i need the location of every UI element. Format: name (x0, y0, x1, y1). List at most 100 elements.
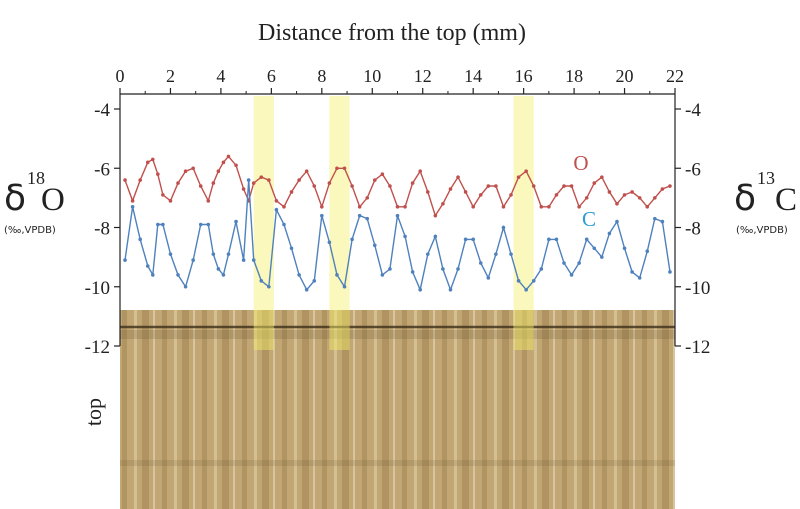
x-tick-label: 18 (565, 66, 583, 86)
data-point-C (600, 255, 604, 259)
data-point-C (335, 273, 339, 277)
data-point-C (441, 267, 445, 271)
data-point-O (198, 184, 203, 188)
data-point-C (433, 234, 438, 239)
data-point-C (547, 237, 551, 242)
data-point-C (183, 284, 188, 289)
data-point-C (216, 267, 221, 271)
data-point-C (463, 237, 468, 242)
data-point-C (516, 279, 521, 283)
data-point-O (562, 184, 566, 188)
data-point-O (304, 169, 309, 174)
data-point-C (241, 258, 246, 262)
y-left-tick-label: -12 (85, 337, 110, 358)
data-point-C (539, 267, 544, 271)
data-point-O (403, 204, 407, 209)
data-point-O (320, 204, 324, 209)
data-point-O (501, 204, 506, 209)
data-point-O (471, 204, 475, 209)
x-tick-label: 20 (616, 66, 634, 86)
data-point-O (274, 199, 279, 203)
data-point-C (471, 237, 475, 242)
data-point-O (637, 196, 642, 200)
x-tick-label: 6 (267, 66, 276, 86)
data-point-C (486, 276, 491, 280)
series-line-O (124, 155, 671, 218)
data-point-C (123, 258, 127, 262)
data-point-C (456, 267, 460, 271)
x-tick-label: 0 (116, 66, 125, 86)
data-point-C (161, 222, 165, 227)
data-point-C (660, 219, 665, 224)
data-point-O (584, 196, 589, 200)
data-point-O (211, 181, 216, 185)
data-point-O (531, 184, 536, 188)
series-line-C (124, 180, 671, 293)
data-point-O (327, 181, 332, 185)
data-point-O (365, 196, 370, 200)
data-point-O (176, 181, 180, 185)
ylabel-right-unit: (‰,VPDB) (736, 225, 788, 236)
series-label-C: C (582, 207, 596, 231)
data-point-C (372, 243, 377, 248)
data-point-O (569, 184, 574, 188)
data-point-C (274, 207, 279, 212)
data-point-O (592, 181, 597, 185)
highlight-band-2 (329, 96, 350, 350)
data-point-O (645, 204, 650, 209)
data-point-C (327, 240, 332, 245)
data-point-O (335, 166, 339, 171)
x-tick-label: 22 (666, 66, 684, 86)
data-point-C (226, 252, 231, 256)
data-point-O (380, 172, 385, 176)
data-point-O (607, 190, 612, 194)
data-point-O (241, 187, 246, 191)
photo-top-label: top (81, 398, 106, 426)
data-point-O (425, 190, 430, 194)
data-point-C (418, 287, 423, 292)
y-right-tick-label: -6 (685, 159, 701, 180)
data-point-O (463, 190, 468, 194)
data-point-O (297, 178, 301, 182)
data-point-C (211, 252, 216, 256)
data-point-C (357, 213, 362, 218)
data-point-C (622, 246, 627, 251)
data-point-O (312, 184, 317, 188)
data-point-O (441, 202, 445, 206)
data-point-C (509, 252, 513, 256)
data-point-C (448, 287, 453, 292)
data-point-O (433, 213, 438, 218)
data-point-O (168, 199, 173, 203)
data-point-C (221, 273, 226, 277)
data-point-C (668, 270, 672, 274)
data-point-O (259, 175, 264, 179)
data-point-C (350, 237, 354, 242)
data-point-C (569, 273, 574, 277)
data-point-C (531, 279, 536, 283)
data-point-C (577, 261, 581, 265)
data-point-C (138, 237, 142, 242)
data-point-O (234, 163, 238, 168)
data-point-C (198, 222, 203, 227)
data-point-C (304, 287, 309, 292)
data-point-C (494, 252, 498, 256)
data-point-C (524, 287, 528, 292)
data-point-O (547, 204, 551, 209)
data-point-C (478, 261, 483, 265)
data-point-O (410, 181, 415, 185)
data-point-C (282, 222, 286, 227)
data-point-O (600, 175, 604, 179)
data-point-C (592, 246, 597, 251)
data-point-C (191, 258, 195, 262)
series-layer (123, 154, 672, 293)
data-point-O (554, 193, 559, 197)
ylabel-left-mass: 18 (27, 168, 45, 188)
ylabel-right-mass: 13 (757, 168, 775, 188)
data-point-O (486, 184, 491, 188)
x-tick-label: 8 (317, 66, 326, 86)
data-point-C (251, 258, 256, 262)
data-point-O (478, 193, 483, 197)
data-point-O (494, 184, 498, 188)
y-left-tick-label: -10 (85, 278, 110, 299)
